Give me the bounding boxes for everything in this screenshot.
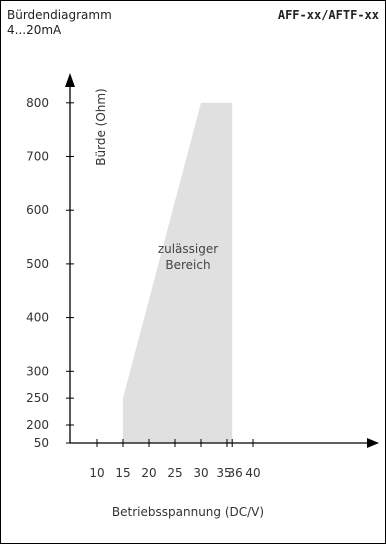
x-axis-title: Betriebsspannung (DC/V) xyxy=(112,505,264,519)
y-tick-label: 800 xyxy=(26,96,49,110)
y-tick-label: 700 xyxy=(26,150,49,164)
x-tick-label: 15 xyxy=(115,466,130,480)
y-tick-label: 500 xyxy=(26,257,49,271)
y-tick-label: 600 xyxy=(26,203,49,217)
x-tick-label: 25 xyxy=(167,466,182,480)
y-tick-label: 300 xyxy=(26,364,49,378)
chart-header-left: Bürdendiagramm 4...20mA xyxy=(7,8,112,38)
y-axis-arrow xyxy=(65,73,75,87)
allowed-region xyxy=(123,102,233,444)
x-tick-label: 35 xyxy=(216,466,231,480)
chart-title: Bürdendiagramm xyxy=(7,8,112,22)
model-label: AFF-xx/AFTF-xx xyxy=(277,8,379,22)
y-axis-title: Bürde (Ohm) xyxy=(94,88,108,165)
region-label: Bereich xyxy=(165,258,210,272)
x-axis-arrow xyxy=(367,438,379,448)
x-tick-label: 10 xyxy=(89,466,104,480)
x-tick-label: 40 xyxy=(245,466,260,480)
region-label: zulässiger xyxy=(158,242,218,256)
y-tick-label: 400 xyxy=(26,311,49,325)
y-tick-label: 200 xyxy=(26,418,49,432)
current-range-label: 4...20mA xyxy=(7,23,62,37)
y-tick-label: 250 xyxy=(26,391,49,405)
x-tick-label: 36 xyxy=(228,466,243,480)
y-tick-label: 50 xyxy=(34,436,49,450)
x-tick-label: 20 xyxy=(141,466,156,480)
x-tick-label: 30 xyxy=(193,466,208,480)
